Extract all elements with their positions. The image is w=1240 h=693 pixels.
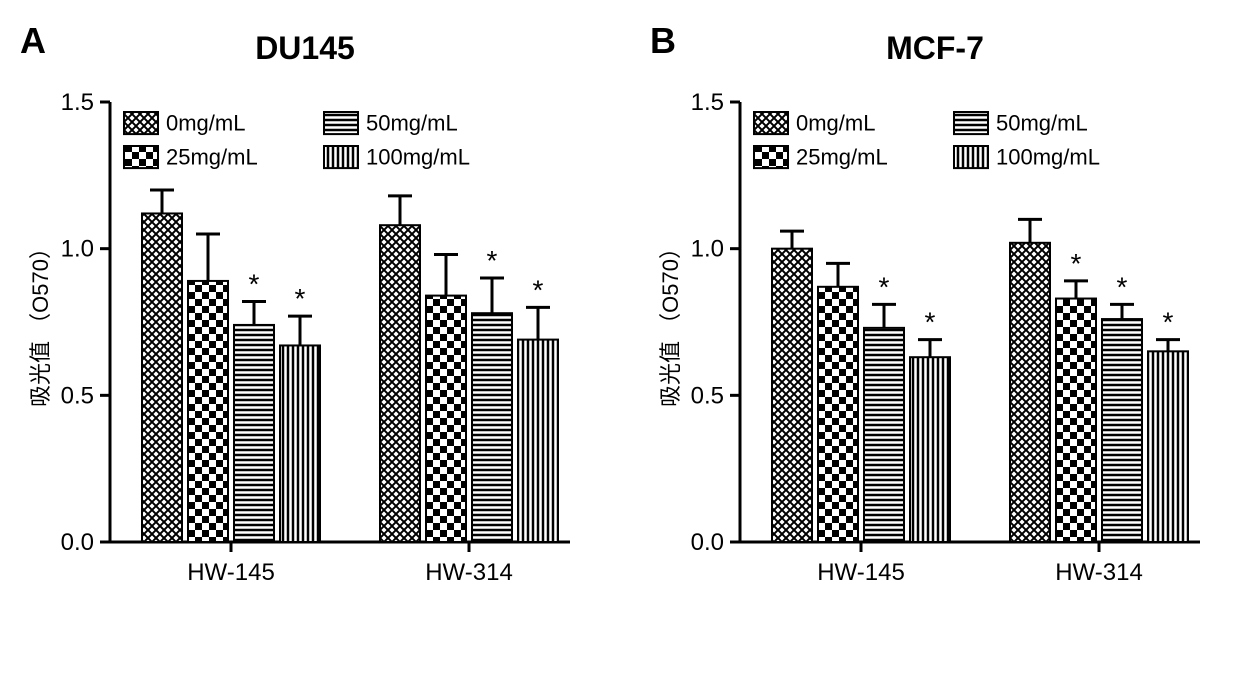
chart-wrap-B: 0.0 0.5 1.0 1.5 吸光值 （O570） * * * * * HW-145 HW-314 0… [650, 82, 1220, 642]
legend-swatch [124, 112, 158, 134]
svg-text:0.5: 0.5 [61, 382, 94, 409]
significance-star: * [533, 274, 544, 305]
svg-text:吸光值 （O570）: 吸光值 （O570） [658, 237, 683, 407]
significance-star: * [925, 307, 936, 338]
legend-label: 25mg/mL [796, 145, 888, 170]
legend-swatch [954, 146, 988, 168]
legend-label: 25mg/mL [166, 145, 258, 170]
bar [1102, 319, 1142, 542]
legend-label: 100mg/mL [996, 145, 1100, 170]
significance-star: * [1071, 248, 1082, 279]
legend-swatch [754, 146, 788, 168]
svg-text:1.5: 1.5 [61, 89, 94, 116]
legend-swatch [324, 146, 358, 168]
bar [472, 313, 512, 542]
bar [1010, 243, 1050, 542]
group-label: HW-314 [425, 559, 513, 586]
significance-star: * [1117, 271, 1128, 302]
legend-swatch [124, 146, 158, 168]
svg-text:1.0: 1.0 [61, 236, 94, 263]
bar [142, 213, 182, 542]
bar [280, 345, 320, 542]
bar [1148, 351, 1188, 542]
panel-A: A DU145 0.0 0.5 1.0 1.5 吸光值 （O570） * * * * HW-145… [20, 20, 590, 642]
svg-text:1.5: 1.5 [691, 89, 724, 116]
bar [772, 249, 812, 542]
bar [518, 340, 558, 542]
bar [426, 296, 466, 542]
bar [818, 287, 858, 542]
significance-star: * [879, 271, 890, 302]
legend-label: 0mg/mL [796, 111, 875, 136]
group-label: HW-145 [187, 559, 275, 586]
barchart-B: 0.0 0.5 1.0 1.5 吸光值 （O570） * * * * * HW-145 HW-314 0… [650, 82, 1220, 622]
panel-label-B: B [650, 20, 676, 62]
bar [380, 225, 420, 542]
panel-label-A: A [20, 20, 46, 62]
significance-star: * [249, 268, 260, 299]
barchart-A: 0.0 0.5 1.0 1.5 吸光值 （O570） * * * * HW-145 HW-314 0m… [20, 82, 590, 622]
legend-swatch [754, 112, 788, 134]
group-label: HW-145 [817, 559, 905, 586]
svg-text:0.0: 0.0 [61, 529, 94, 556]
figure-container: A DU145 0.0 0.5 1.0 1.5 吸光值 （O570） * * * * HW-145… [20, 20, 1220, 642]
significance-star: * [1163, 307, 1174, 338]
svg-text:吸光值 （O570）: 吸光值 （O570） [28, 237, 53, 407]
legend-label: 50mg/mL [996, 111, 1088, 136]
svg-text:0.5: 0.5 [691, 382, 724, 409]
chart-wrap-A: 0.0 0.5 1.0 1.5 吸光值 （O570） * * * * HW-145 HW-314 0m… [20, 82, 590, 642]
chart-title-B: MCF-7 [650, 30, 1220, 67]
legend-label: 0mg/mL [166, 111, 245, 136]
bar [1056, 299, 1096, 542]
bar [234, 325, 274, 542]
svg-text:0.0: 0.0 [691, 529, 724, 556]
panel-B: B MCF-7 0.0 0.5 1.0 1.5 吸光值 （O570） * * * * * HW-14… [650, 20, 1220, 642]
bar [188, 281, 228, 542]
legend-swatch [324, 112, 358, 134]
legend-swatch [954, 112, 988, 134]
chart-title-A: DU145 [20, 30, 590, 67]
legend-label: 100mg/mL [366, 145, 470, 170]
group-label: HW-314 [1055, 559, 1143, 586]
legend-label: 50mg/mL [366, 111, 458, 136]
bar [910, 357, 950, 542]
svg-text:1.0: 1.0 [691, 236, 724, 263]
significance-star: * [487, 245, 498, 276]
bar [864, 328, 904, 542]
significance-star: * [295, 283, 306, 314]
